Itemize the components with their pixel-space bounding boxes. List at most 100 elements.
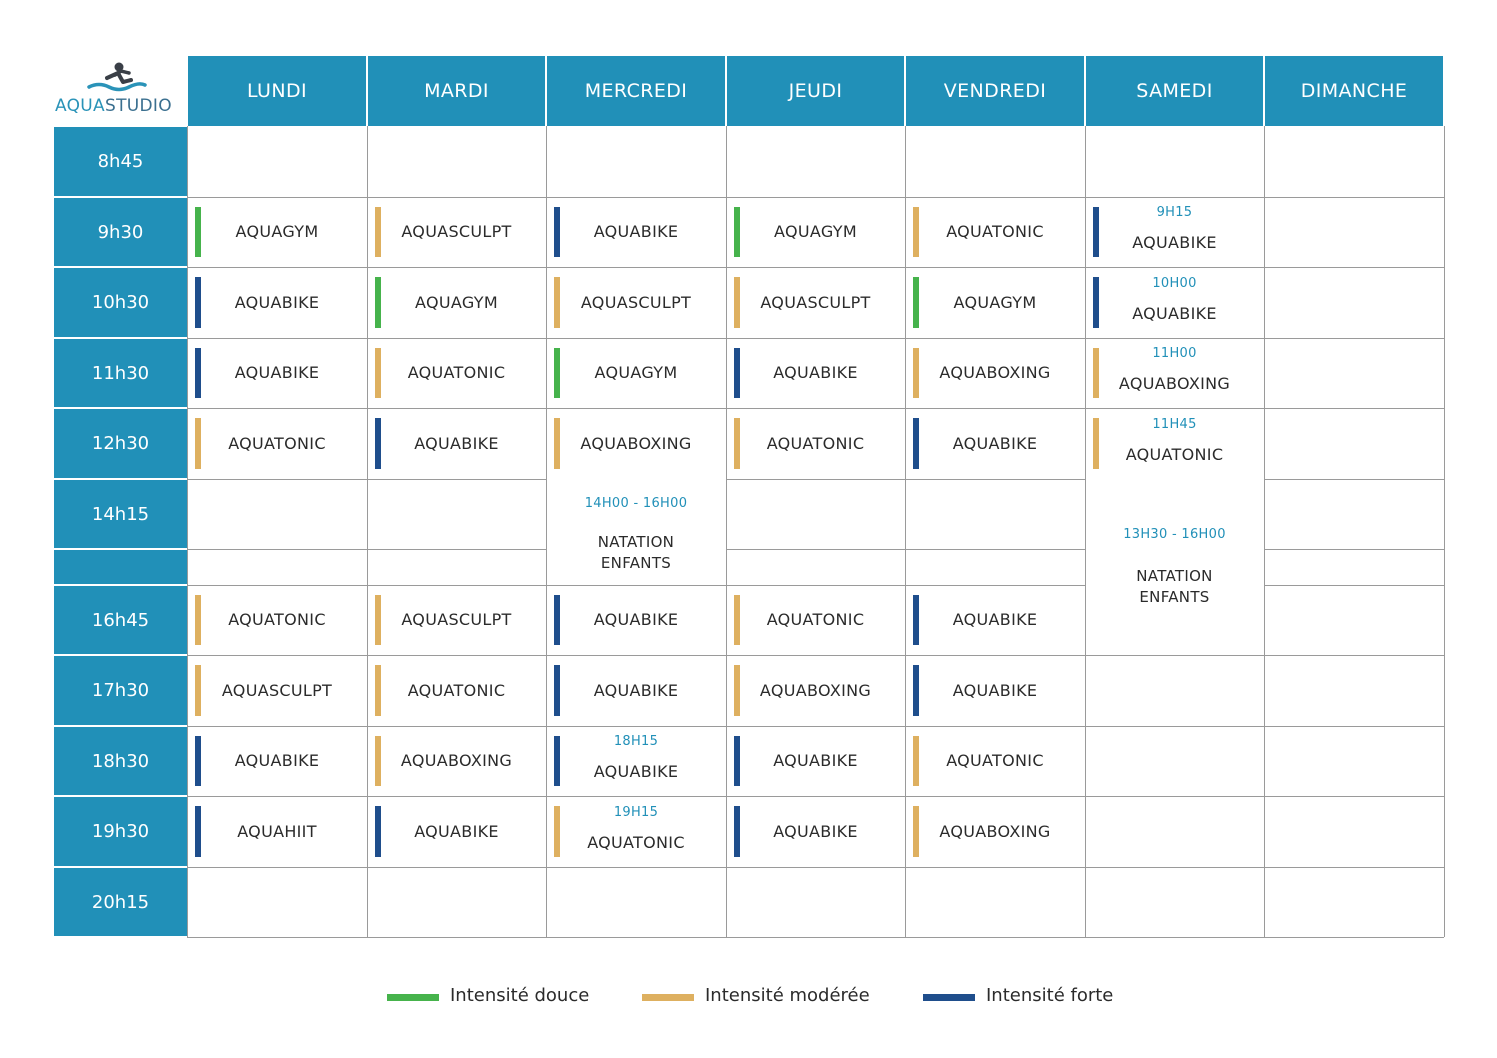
day-header-lundi: LUNDI [188,56,366,126]
class-start-time: 18H15 [613,734,659,749]
class-cell: AQUATONIC [726,408,905,479]
natation-time: 14H00 - 16H00 [584,496,688,511]
brand-name: AQUASTUDIO [55,96,183,116]
time-slot-12h30: 12h30 [54,409,187,478]
class-name: AQUATONIC [1125,444,1224,464]
intensity-bar [1093,348,1099,398]
intensity-bar [554,348,560,398]
class-name: AQUATONIC [946,222,1044,241]
class-name: AQUABIKE [1132,303,1217,323]
intensity-bar [734,207,740,257]
class-name: AQUAGYM [774,222,857,241]
class-cell: AQUASCULPT [726,267,905,338]
intensity-bar [913,348,919,398]
class-name: AQUABIKE [773,751,858,770]
day-header-samedi: SAMEDI [1086,56,1263,126]
class-name: AQUABIKE [414,433,499,453]
time-slot-14h15: 14h15 [54,480,187,548]
class-name: AQUABOXING [939,363,1051,382]
class-name: AQUABIKE [414,821,499,841]
class-name: AQUABIKE [1132,233,1217,252]
class-name: AQUAGYM [953,292,1037,312]
intensity-bar [554,665,560,716]
class-name: AQUABIKE [952,680,1038,700]
time-slot-11h30: 11h30 [54,339,187,407]
intensity-bar [375,665,381,716]
class-name: AQUABIKE [234,363,320,382]
class-cell: 18H15 AQUABIKE [546,726,726,796]
class-name: AQUABOXING [400,751,513,770]
intensity-bar [195,277,201,328]
class-name: AQUATONIC [228,433,326,453]
intensity-bar [375,277,381,328]
time-slot-20h15: 20h15 [54,868,187,936]
class-cell: 9H15 AQUABIKE [1085,197,1264,267]
class-cell: AQUABIKE [367,408,546,479]
natation-enfants-mercredi: 14H00 - 16H00 NATATION ENFANTS [546,479,726,585]
class-cell: AQUABIKE [187,726,367,796]
class-start-time: 10H00 [1152,275,1197,291]
class-cell: 10H00 AQUABIKE [1085,267,1264,338]
class-cell: AQUABIKE [726,726,905,796]
class-cell: 11H00 AQUABOXING [1085,338,1264,408]
intensity-bar [913,806,919,857]
class-name: AQUABIKE [952,610,1038,629]
class-cell: 11H45 AQUATONIC [1085,408,1264,479]
class-name: AQUABIKE [593,680,679,700]
class-name: AQUAGYM [594,363,678,382]
class-cell: AQUABOXING [546,408,726,479]
class-cell: AQUATONIC [905,197,1085,267]
class-name: AQUABOXING [580,433,692,453]
class-cell: AQUABOXING [905,338,1085,408]
class-cell: AQUAGYM [726,197,905,267]
intensity-bar [734,665,740,716]
class-cell: AQUAGYM [187,197,367,267]
class-cell: AQUABIKE [546,197,726,267]
natation-line1: NATATION [1136,567,1213,585]
brand-aqua: AQUA [55,96,105,116]
intensity-bar [195,418,201,469]
class-name: AQUATONIC [946,751,1044,770]
class-name: AQUAGYM [415,292,498,312]
time-slot-19h30: 19h30 [54,797,187,866]
class-start-time: 11H45 [1152,416,1197,432]
time-slot-8h45: 8h45 [54,127,187,196]
intensity-bar [913,418,919,469]
class-cell: AQUABIKE [187,338,367,408]
class-name: AQUASCULPT [401,222,512,241]
class-start-time: 9H15 [1156,205,1193,220]
natation-line2: ENFANTS [1139,588,1210,606]
intensity-bar [195,595,201,645]
class-name: AQUATONIC [766,433,865,453]
intensity-bar [375,348,381,398]
day-header-vendredi: VENDREDI [906,56,1084,126]
class-name: AQUAHIIT [237,821,317,841]
intensity-bar [913,736,919,786]
time-slot-9h30: 9h30 [54,198,187,266]
intensity-bar [734,806,740,857]
class-cell: AQUABIKE [726,338,905,408]
class-name: AQUABOXING [759,680,872,700]
class-cell: AQUABIKE [905,408,1085,479]
brand-studio: STUDIO [104,96,172,116]
class-cell: AQUABOXING [905,796,1085,867]
intensity-bar [195,665,201,716]
class-name: AQUABIKE [593,762,679,781]
intensity-bar [195,348,201,398]
class-cell: AQUASCULPT [367,197,546,267]
class-name: AQUASCULPT [221,680,333,700]
day-header-mardi: MARDI [368,56,545,126]
natation-line1: NATATION [597,533,675,551]
class-cell: AQUATONIC [367,655,546,726]
intensity-bar [1093,277,1099,328]
intensity-bar [734,736,740,786]
class-cell: AQUASCULPT [367,585,546,655]
intensity-bar [734,277,740,328]
day-header-dimanche: DIMANCHE [1265,56,1443,126]
class-cell: AQUABOXING [367,726,546,796]
intensity-bar [375,806,381,857]
class-name: AQUAGYM [235,222,319,241]
intensity-bar [375,207,381,257]
class-cell: AQUASCULPT [187,655,367,726]
class-name: AQUABIKE [952,433,1038,453]
